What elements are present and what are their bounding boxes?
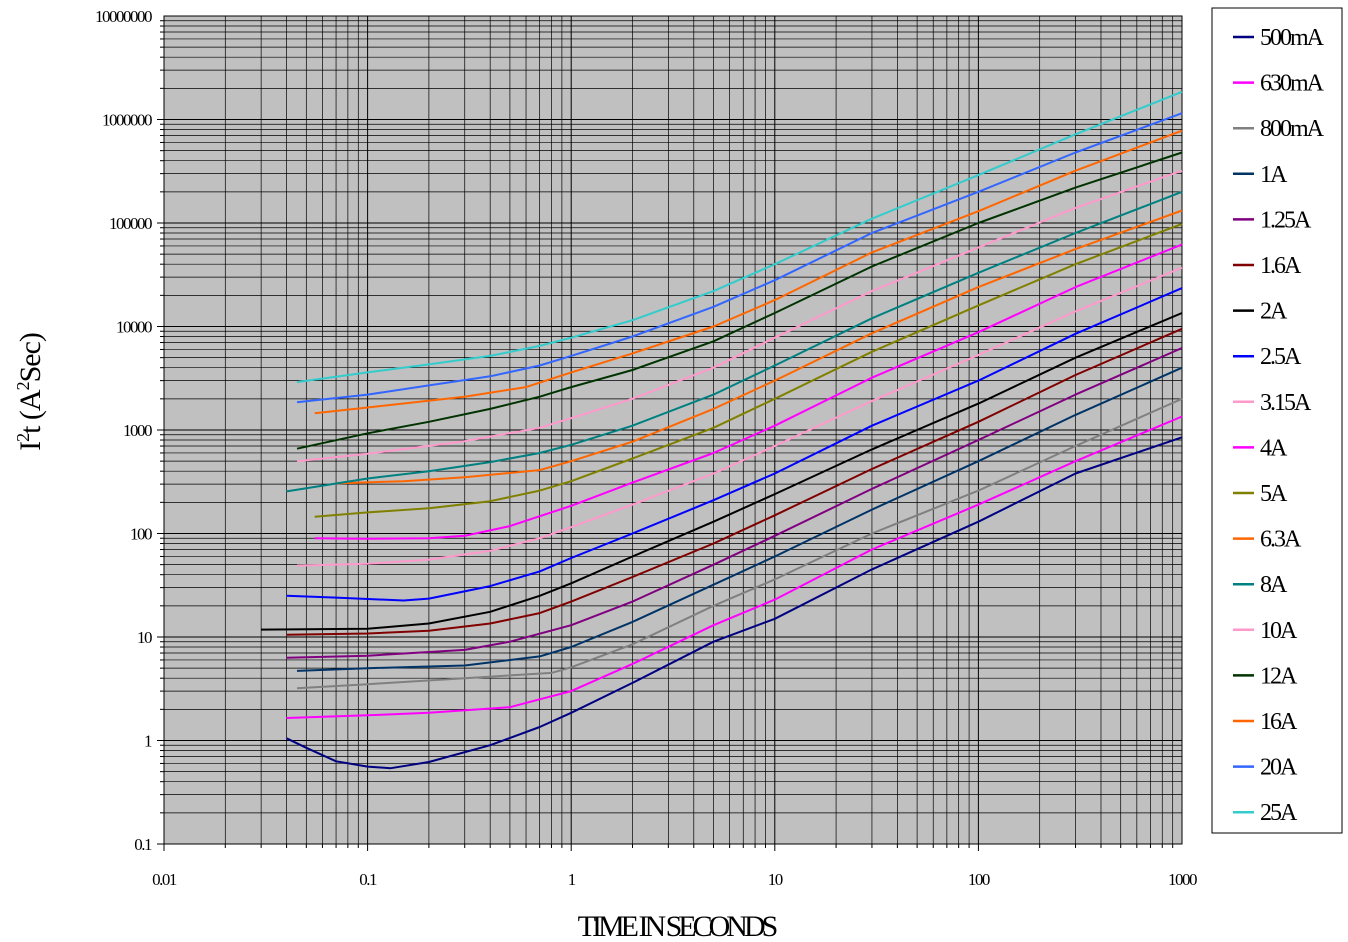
legend-label: 3.15A: [1260, 390, 1312, 416]
y-tick-labels: 0.1 1 10 100 1000 10000 100000 1000000 10000000: [95, 7, 154, 854]
y-tick-label: 100: [130, 525, 152, 544]
legend-box: [1211, 7, 1343, 834]
x-tick-label: 0.1: [359, 870, 377, 889]
legend-item: 500mA: [1233, 25, 1327, 51]
legend-item: 800mA: [1233, 116, 1327, 142]
legend-item: 2.5A: [1233, 344, 1304, 370]
legend-item: 20A: [1233, 755, 1300, 781]
y-axis-title-part: I: [14, 442, 47, 451]
legend-label: 4A: [1260, 435, 1288, 461]
legend-label: 1.25A: [1260, 207, 1312, 233]
series-line-3.15A: [296, 266, 1183, 567]
x-axis-title: TIME IN SECONDS: [578, 910, 777, 942]
y-tick-label: 10000000: [95, 7, 152, 26]
legend-label: 500mA: [1260, 25, 1325, 51]
x-tick-label: 10: [768, 870, 783, 889]
series-line-16A: [314, 129, 1183, 415]
y-axis-title: I2t (A2Sec): [13, 333, 47, 451]
y-tick-label: 0.1: [134, 835, 152, 854]
series-line-1.6A: [286, 327, 1183, 636]
y-tick-label: 100000: [109, 214, 152, 233]
series-line-2.5A: [286, 287, 1183, 602]
legend-item: 1.6A: [1233, 253, 1304, 279]
legend-label: 5A: [1260, 481, 1288, 507]
y-axis-title-sup: 2: [13, 382, 33, 390]
series-line-6.3A: [336, 209, 1183, 485]
legend-item: 3.15A: [1233, 390, 1314, 416]
x-tick-label: 1000: [1168, 870, 1197, 889]
series-line-1A: [296, 366, 1183, 672]
legend-label: 2A: [1260, 299, 1288, 325]
legend-label: 16A: [1260, 709, 1298, 735]
series-line-25A: [296, 90, 1183, 384]
x-tick-label: 100: [968, 870, 990, 889]
series-line-1.25A: [286, 347, 1183, 659]
legend-label: 6.3A: [1260, 527, 1302, 553]
series-line-4A: [314, 243, 1183, 540]
series-line-12A: [296, 151, 1183, 450]
y-axis-title-sup: 2: [13, 434, 33, 442]
y-axis-title-part: Sec): [14, 333, 47, 382]
y-axis-title-part: t (A: [14, 389, 47, 434]
x-tick-labels: 0.01 0.1 1 10 100 1000: [152, 870, 1198, 889]
legend-item: 5A: [1233, 481, 1290, 507]
legend-item: 4A: [1233, 435, 1290, 461]
legend-label: 25A: [1260, 800, 1298, 826]
x-tick-label: 1: [568, 870, 576, 889]
legend-item: 16A: [1233, 709, 1300, 735]
y-tick-label: 1000: [123, 421, 152, 440]
series-line-800mA: [296, 397, 1183, 690]
legend-label: 20A: [1260, 755, 1298, 781]
legend-label: 8A: [1260, 572, 1288, 598]
series-line-630mA: [286, 415, 1183, 719]
y-tick-label: 1000000: [102, 111, 152, 130]
legend-label: 12A: [1260, 663, 1298, 689]
legend-item: 25A: [1233, 800, 1300, 826]
series-line-20A: [296, 112, 1183, 404]
legend-label: 1.6A: [1260, 253, 1302, 279]
axis-ticks: [157, 20, 1174, 851]
legend-label: 10A: [1260, 618, 1298, 644]
legend-label: 1A: [1260, 162, 1288, 188]
series-line-500mA: [286, 436, 1183, 770]
legend-item: 8A: [1233, 572, 1290, 598]
x-tick-label: 0.01: [152, 870, 177, 889]
legend-item: 630mA: [1233, 71, 1327, 97]
legend-label: 2.5A: [1260, 344, 1302, 370]
legend: 500mA 630mA 800mA 1A 1.25A 1.6A 2A 2.5A 3.15A 4A 5…: [1233, 25, 1327, 826]
y-tick-label: 10000: [116, 318, 152, 337]
legend-item: 1.25A: [1233, 207, 1314, 233]
legend-label: 630mA: [1260, 71, 1325, 97]
legend-label: 800mA: [1260, 116, 1325, 142]
series-lines: [261, 90, 1183, 770]
series-line-8A: [286, 190, 1183, 493]
legend-item: 12A: [1233, 663, 1300, 689]
legend-item: 10A: [1233, 618, 1300, 644]
legend-item: 2A: [1233, 299, 1290, 325]
y-tick-label: 1: [144, 732, 152, 751]
legend-item: 6.3A: [1233, 527, 1304, 553]
y-tick-label: 10: [137, 628, 152, 647]
legend-item: 1A: [1233, 162, 1290, 188]
series-line-10A: [296, 169, 1183, 463]
series-line-5A: [314, 222, 1183, 518]
series-line-2A: [261, 312, 1183, 631]
